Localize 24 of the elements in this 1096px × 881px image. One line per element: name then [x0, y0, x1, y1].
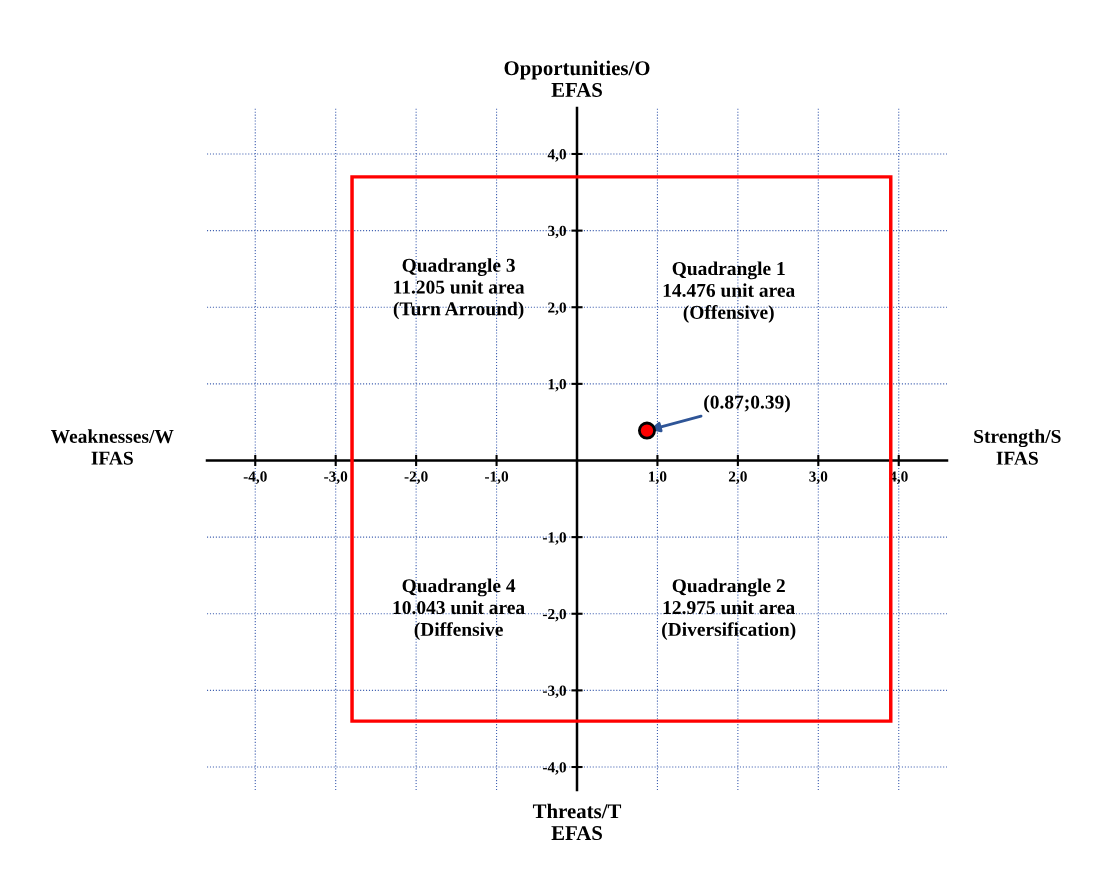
- annotation: Quadrangle 4 10.043 unit area (Diffensive: [393, 578, 525, 640]
- annotation: Quadrangle 2 12.975 unit area (Diversification): [662, 578, 796, 640]
- y-axis-title: Opportunities/O EFAS: [504, 60, 650, 97]
- x-tick-label: -1,0: [485, 471, 509, 484]
- x-tick-label: -3,0: [324, 471, 348, 484]
- x-tick-label: 2,0: [728, 471, 747, 484]
- y-tick-label: -1,0: [542, 532, 566, 545]
- annotation: Quadrangle 1 14.476 unit area (Offensive): [663, 261, 795, 323]
- y-tick-label: -2,0: [542, 608, 566, 622]
- y-tick-label: 4,0: [547, 149, 566, 162]
- x-tick-label: -4,0: [243, 471, 267, 484]
- text: Weaknesses/W IFAS: [50, 429, 174, 465]
- y-tick-label: 2,0: [548, 302, 566, 315]
- x-tick-label: -2,0: [404, 471, 428, 484]
- y-tick-label: -3,0: [542, 685, 566, 699]
- x-axis-title: Threats/T EFAS: [532, 803, 622, 841]
- annotation: Quadrangle 3 11.205 unit area (Turn Arround): [393, 258, 525, 320]
- text: Strength/S IFAS: [974, 429, 1061, 465]
- x-tick-label: 1,0: [649, 471, 667, 484]
- y-tick-label: 1,0: [548, 379, 566, 392]
- annotation: (0.87;0.39): [704, 394, 790, 413]
- x-tick-label: 3,0: [809, 471, 828, 484]
- y-tick-label: 3,0: [548, 225, 566, 239]
- y-tick-label: -4,0: [542, 762, 566, 775]
